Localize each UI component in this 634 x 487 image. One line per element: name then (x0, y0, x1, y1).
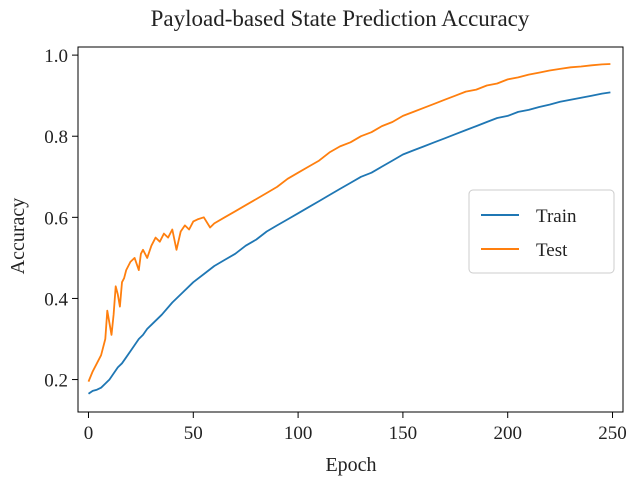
legend-label-test: Test (536, 240, 568, 261)
x-axis-ticks: 0 50 100 150 200 250 (84, 412, 627, 444)
x-axis-label: Epoch (325, 454, 376, 476)
series-line-train (87, 91, 611, 395)
y-axis-label: Accuracy (7, 198, 29, 275)
y-tick-label: 0.8 (44, 127, 68, 148)
y-tick-label: 1.0 (44, 46, 68, 67)
x-tick-label: 150 (389, 423, 418, 444)
y-axis-ticks: 0.2 0.4 0.6 0.8 1.0 (44, 46, 78, 392)
x-tick-label: 250 (598, 423, 627, 444)
legend-box (468, 189, 615, 274)
x-tick-label: 100 (284, 423, 313, 444)
legend: Train Test (468, 189, 615, 274)
series-lines (87, 63, 611, 395)
x-tick-label: 50 (184, 423, 203, 444)
y-tick-label: 0.2 (44, 371, 68, 392)
series-line-test (87, 63, 611, 382)
y-tick-label: 0.6 (44, 208, 68, 229)
plot-frame (77, 46, 624, 413)
x-tick-label: 0 (84, 423, 94, 444)
x-tick-label: 200 (493, 423, 522, 444)
legend-label-train: Train (536, 206, 577, 227)
y-tick-label: 0.4 (44, 289, 68, 310)
chart-title: Payload-based State Prediction Accuracy (151, 6, 530, 31)
